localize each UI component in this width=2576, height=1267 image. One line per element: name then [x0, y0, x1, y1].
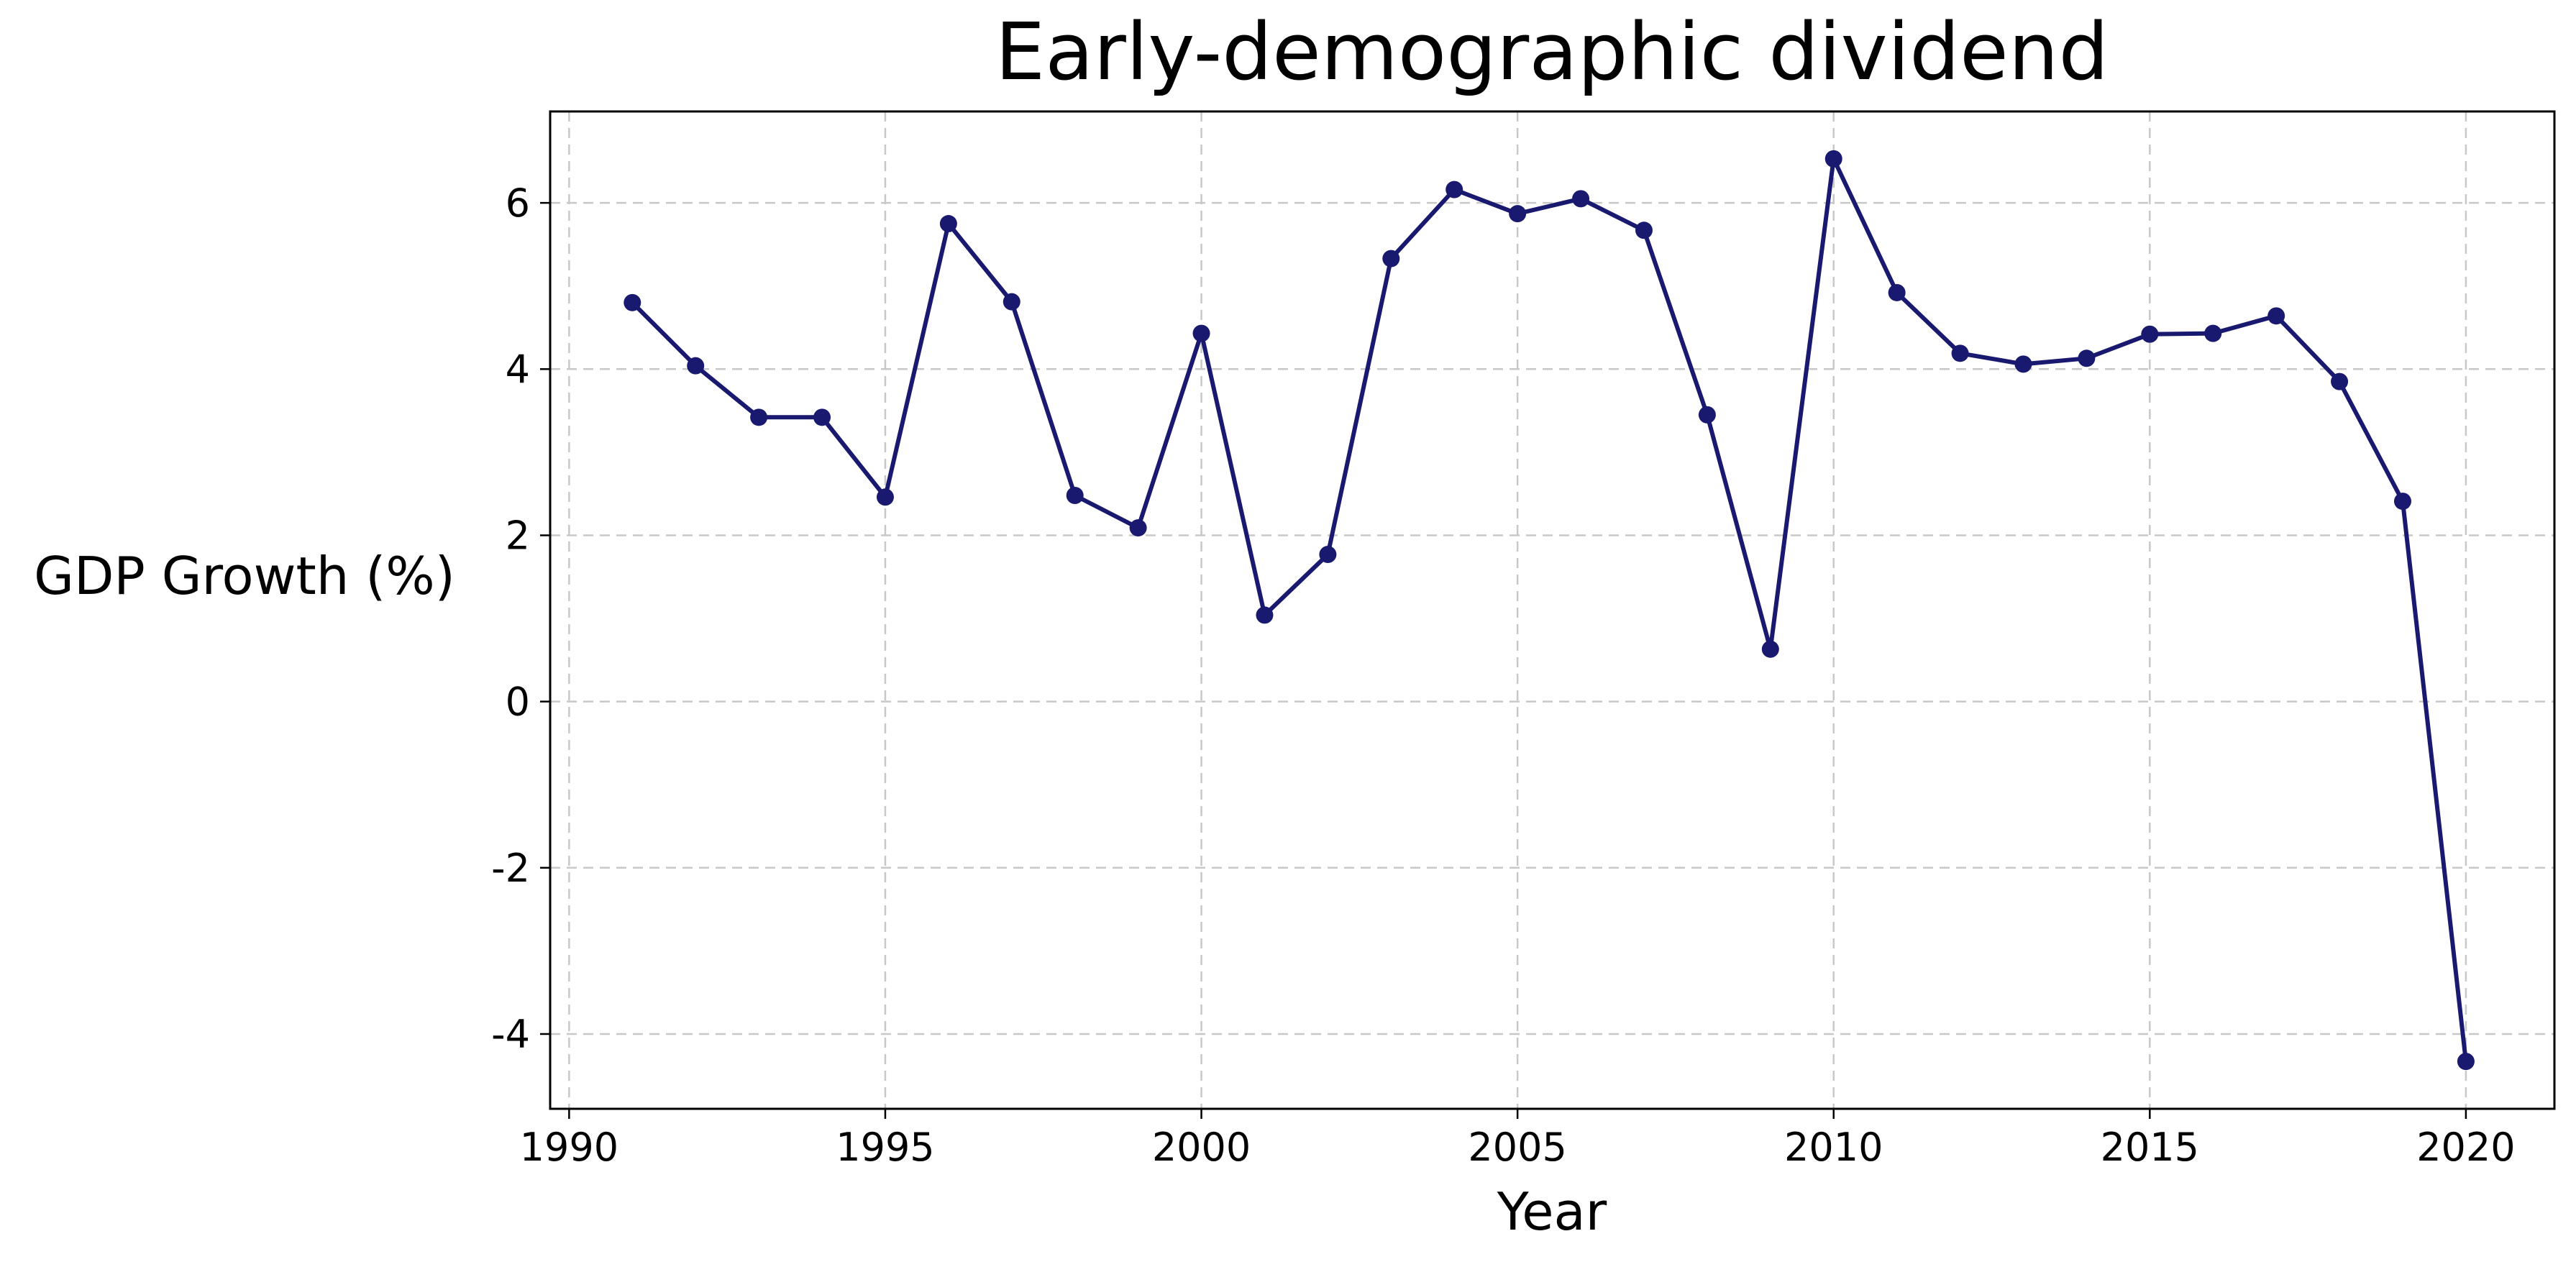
data-point [1192, 324, 1210, 342]
x-tick-label: 2020 [2416, 1125, 2515, 1170]
data-point [2331, 372, 2349, 390]
plot-area-frame [549, 110, 2556, 1110]
data-point [1256, 606, 1274, 624]
axis-ticks: 1990 1995 2000 2005 2010 2015 2020 -4 -2 0 2 4 6 [491, 180, 2515, 1170]
data-point [750, 408, 768, 426]
data-point [1698, 406, 1716, 424]
data-point [1951, 344, 1969, 362]
data-point [2267, 307, 2285, 325]
data-point [1824, 150, 1842, 168]
data-point [1066, 486, 1084, 504]
data-point [2141, 325, 2159, 343]
data-point [2393, 493, 2411, 511]
data-point [813, 408, 831, 426]
y-tick-label: 6 [506, 180, 530, 226]
x-tick-label: 2000 [1152, 1125, 1251, 1170]
data-point [1888, 283, 1906, 301]
data-point [2457, 1053, 2475, 1071]
x-tick-label: 1990 [520, 1125, 618, 1170]
data-point [1509, 205, 1527, 223]
data-point [687, 357, 705, 375]
data-point [1382, 250, 1400, 267]
y-tick-label: -2 [491, 846, 530, 891]
data-point [1445, 180, 1463, 198]
data-point [2014, 355, 2032, 373]
y-tick-label: -4 [491, 1012, 530, 1057]
x-tick-label: 2005 [1468, 1125, 1566, 1170]
data-point [1635, 221, 1653, 239]
y-tick-label: 4 [506, 347, 530, 392]
x-tick-label: 2010 [1784, 1125, 1883, 1170]
y-axis-label: GDP Growth (%) [34, 546, 455, 606]
data-point [1319, 546, 1337, 564]
y-tick-label: 0 [506, 680, 530, 725]
series-line [631, 156, 2468, 1062]
data-point [2078, 349, 2096, 367]
grid [550, 111, 2554, 1109]
data-point [624, 293, 641, 311]
data-point [1761, 640, 1779, 658]
data-point [2204, 324, 2222, 342]
chart-title: Early-demographic dividend [995, 6, 2109, 98]
data-point [939, 215, 957, 233]
data-point [1129, 519, 1147, 537]
data-point [876, 488, 894, 506]
data-point [1002, 293, 1020, 311]
y-tick-label: 2 [506, 513, 530, 558]
x-tick-label: 2015 [2101, 1125, 2199, 1170]
data-point [1572, 190, 1590, 208]
x-axis-label: Year [1497, 1181, 1607, 1242]
x-tick-label: 1995 [836, 1125, 934, 1170]
series-layer [624, 150, 2475, 1071]
